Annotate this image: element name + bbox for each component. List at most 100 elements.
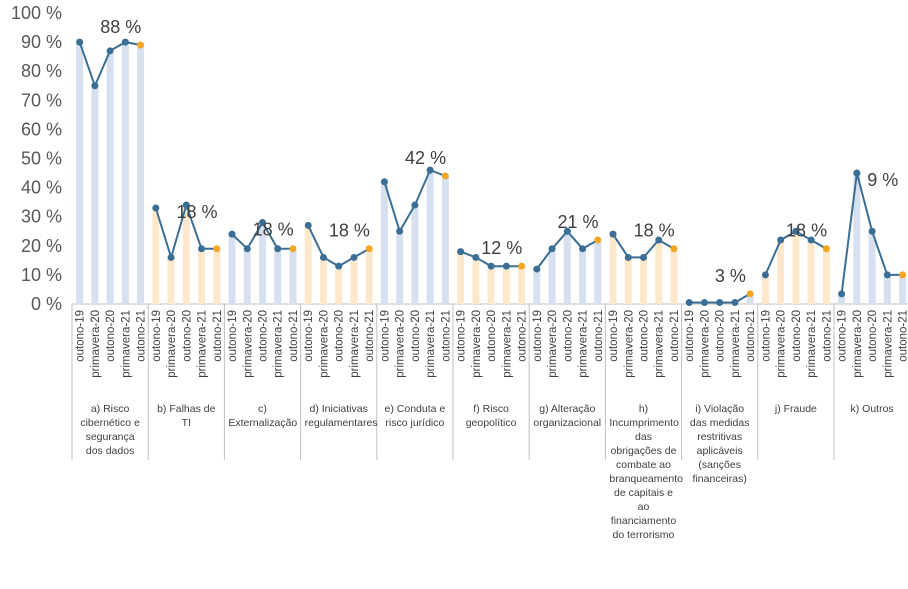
category-label: g) Alteração organizacional — [533, 403, 602, 429]
period-tick-label: outono-20 — [715, 310, 727, 362]
line-marker — [411, 201, 419, 209]
period-tick-label: primavera-21 — [882, 310, 894, 378]
bar — [365, 248, 373, 304]
bar — [487, 266, 495, 304]
line-marker — [274, 245, 282, 253]
bar — [182, 205, 190, 304]
period-tick-label: primavera-21 — [578, 310, 590, 378]
highlight-marker — [670, 245, 678, 253]
period-tick-label: primavera-20 — [699, 310, 711, 378]
period-tick-label: outono-20 — [105, 310, 117, 362]
period-tick-label: outono-19 — [151, 310, 163, 362]
period-tick-label: outono-20 — [334, 310, 346, 362]
line-marker — [457, 248, 465, 256]
period-tick-label: outono-21 — [288, 310, 300, 362]
bar — [899, 274, 907, 304]
line-marker — [243, 245, 251, 253]
bar — [746, 293, 754, 304]
y-tick-label: 20 % — [21, 236, 62, 256]
highlight-marker — [822, 245, 830, 253]
value-label: 88 % — [100, 17, 141, 37]
line-marker — [609, 230, 617, 238]
line-marker — [700, 299, 708, 307]
bar — [594, 239, 602, 304]
bar — [579, 248, 587, 304]
bar — [838, 293, 846, 304]
line-marker — [335, 262, 343, 270]
period-tick-label: outono-21 — [669, 310, 681, 362]
bar — [807, 239, 815, 304]
highlight-marker — [365, 245, 373, 253]
period-tick-label: outono-20 — [258, 310, 270, 362]
period-tick-label: primavera-21 — [120, 310, 132, 378]
line-marker — [563, 227, 571, 235]
period-tick-label: primavera-20 — [242, 310, 254, 378]
line-marker — [259, 219, 266, 227]
category-label: k) Outros — [850, 403, 894, 415]
bar — [518, 266, 526, 304]
line-marker — [426, 166, 434, 174]
period-tick-label: primavera-20 — [776, 310, 788, 378]
period-tick-label: outono-19 — [532, 310, 544, 362]
category-label: f) Risco geopolítico — [465, 403, 517, 429]
line-marker — [91, 82, 99, 90]
line-marker — [838, 290, 846, 298]
period-tick-label: outono-21 — [593, 310, 605, 362]
bar — [213, 248, 221, 304]
period-tick-label: outono-21 — [440, 310, 452, 362]
bar — [274, 248, 282, 304]
line-marker — [579, 245, 587, 253]
period-tick-label: primavera-21 — [425, 310, 437, 378]
bar — [304, 225, 312, 304]
bar — [761, 274, 769, 304]
period-tick-label: outono-21 — [821, 310, 833, 362]
period-tick-label: outono-20 — [562, 310, 574, 362]
line-marker — [76, 38, 84, 46]
value-label: 21 % — [557, 212, 598, 232]
y-tick-label: 10 % — [21, 265, 62, 285]
period-tick-label: primavera-20 — [90, 310, 102, 378]
bar — [198, 248, 206, 304]
highlight-marker — [594, 236, 602, 244]
bar — [396, 231, 404, 304]
period-tick-label: outono-20 — [181, 310, 193, 362]
line-marker — [152, 204, 160, 212]
category-label: i) Violação das medidas restritivas apli… — [689, 403, 750, 485]
bar — [457, 251, 465, 304]
value-label: 18 % — [329, 221, 370, 241]
line-marker — [655, 236, 663, 244]
line-marker — [761, 271, 769, 279]
bar — [91, 85, 99, 304]
period-tick-label: outono-19 — [837, 310, 849, 362]
period-tick-label: outono-20 — [791, 310, 803, 362]
line-marker — [533, 265, 541, 273]
category-label: d) Iniciativas regulamentares — [304, 403, 378, 429]
period-tick-label: primavera-21 — [197, 310, 209, 378]
bar — [335, 266, 343, 304]
period-tick-label: outono-19 — [608, 310, 620, 362]
period-tick-label: outono-21 — [136, 310, 148, 362]
bar — [868, 231, 876, 304]
period-tick-label: primavera-20 — [395, 310, 407, 378]
line-marker — [853, 169, 861, 177]
line-marker — [807, 236, 815, 244]
line-marker — [106, 47, 114, 55]
period-tick-label: primavera-21 — [273, 310, 285, 378]
period-tick-label: outono-21 — [212, 310, 224, 362]
line-marker — [304, 221, 312, 229]
line-marker — [777, 236, 785, 244]
bar — [167, 257, 175, 304]
bar — [853, 173, 861, 304]
highlight-marker — [137, 41, 145, 49]
period-tick-label: primavera-20 — [623, 310, 635, 378]
value-label: 18 % — [634, 221, 675, 241]
bar — [228, 234, 236, 304]
category-label: c) Externalização — [228, 403, 298, 429]
bar — [777, 239, 785, 304]
period-tick-label: outono-19 — [75, 310, 87, 362]
value-label: 18 % — [253, 220, 294, 240]
line-marker — [167, 253, 175, 261]
highlight-marker — [899, 271, 907, 279]
value-label: 18 % — [786, 221, 827, 241]
